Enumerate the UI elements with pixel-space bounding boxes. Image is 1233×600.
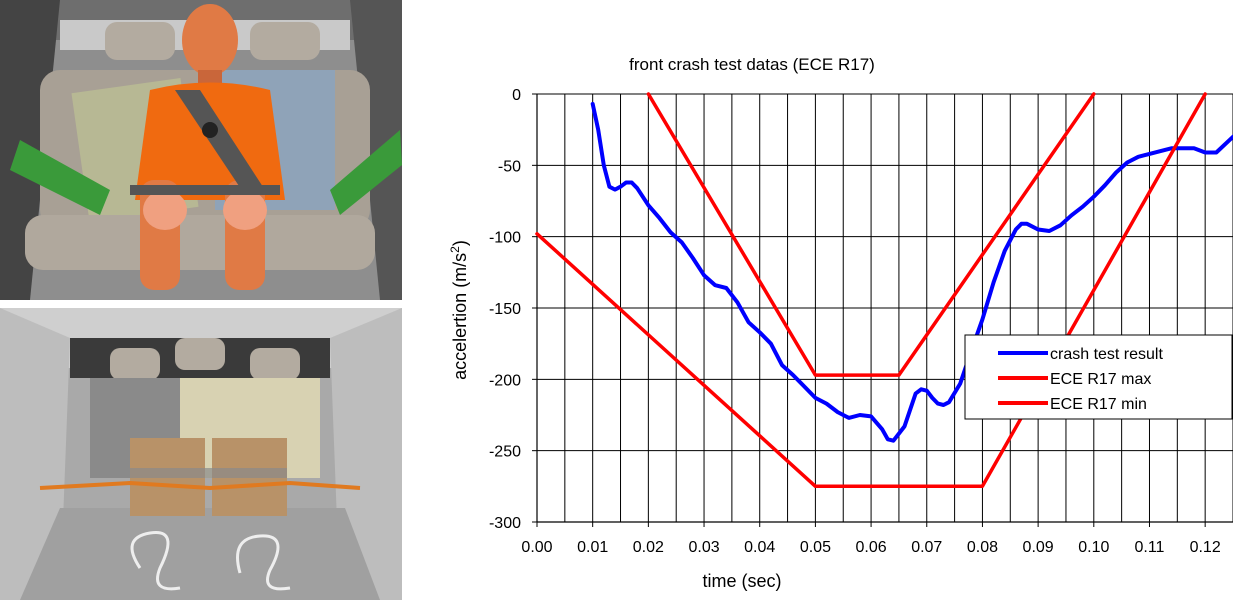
x-tick-label: 0.06 bbox=[856, 539, 887, 556]
legend-label: ECE R17 max bbox=[1050, 371, 1151, 388]
legend-label: ECE R17 min bbox=[1050, 396, 1147, 413]
y-tick-label: -100 bbox=[489, 230, 521, 247]
x-tick-label: 0.12 bbox=[1190, 539, 1221, 556]
x-tick-label: 0.05 bbox=[800, 539, 831, 556]
cargo-blocks-illustration bbox=[0, 308, 402, 600]
y-tick-label: -300 bbox=[489, 515, 521, 532]
y-axis-label: accelertion (m/s2) bbox=[448, 240, 470, 380]
x-tick-label: 0.08 bbox=[967, 539, 998, 556]
y-tick-label: -50 bbox=[498, 158, 521, 175]
x-tick-label: 0.02 bbox=[633, 539, 664, 556]
x-tick-label: 0.04 bbox=[744, 539, 775, 556]
legend: crash test result ECE R17 max ECE R17 min bbox=[964, 334, 1233, 420]
photo-dummy-seat bbox=[0, 0, 402, 300]
y-tick-label: 0 bbox=[512, 87, 521, 104]
legend-label: crash test result bbox=[1050, 346, 1163, 363]
x-tick-label: 0.10 bbox=[1078, 539, 1109, 556]
x-tick-label: 0.09 bbox=[1023, 539, 1054, 556]
series-line-2 bbox=[646, 92, 1096, 377]
crash-chart: front crash test datas (ECE R17) 0.00 0.0… bbox=[420, 0, 1233, 600]
dummy-seat-illustration bbox=[0, 0, 402, 300]
x-tick-label: 0.07 bbox=[911, 539, 942, 556]
x-tick-label: 0.11 bbox=[1135, 539, 1165, 556]
y-axis-label-end: ) bbox=[450, 240, 470, 246]
x-tick-label: 0.03 bbox=[688, 539, 719, 556]
photo-cargo-blocks bbox=[0, 308, 402, 600]
y-tick-label: -250 bbox=[489, 444, 521, 461]
chart-title: front crash test datas (ECE R17) bbox=[629, 55, 875, 74]
y-tick-label: -200 bbox=[489, 372, 521, 389]
series-line-3 bbox=[535, 92, 1207, 489]
y-axis-label-sup: 2 bbox=[448, 246, 462, 253]
y-axis-label-main: accelertion (m/s bbox=[450, 253, 470, 380]
x-tick-label: 0.01 bbox=[577, 539, 608, 556]
chart-svg: front crash test datas (ECE R17) 0.00 0.0… bbox=[448, 55, 1233, 591]
series-line-1 bbox=[590, 102, 1233, 443]
y-tick-label: -150 bbox=[489, 301, 521, 318]
x-tick-label: 0.00 bbox=[521, 539, 552, 556]
x-axis-label: time (sec) bbox=[702, 571, 781, 591]
